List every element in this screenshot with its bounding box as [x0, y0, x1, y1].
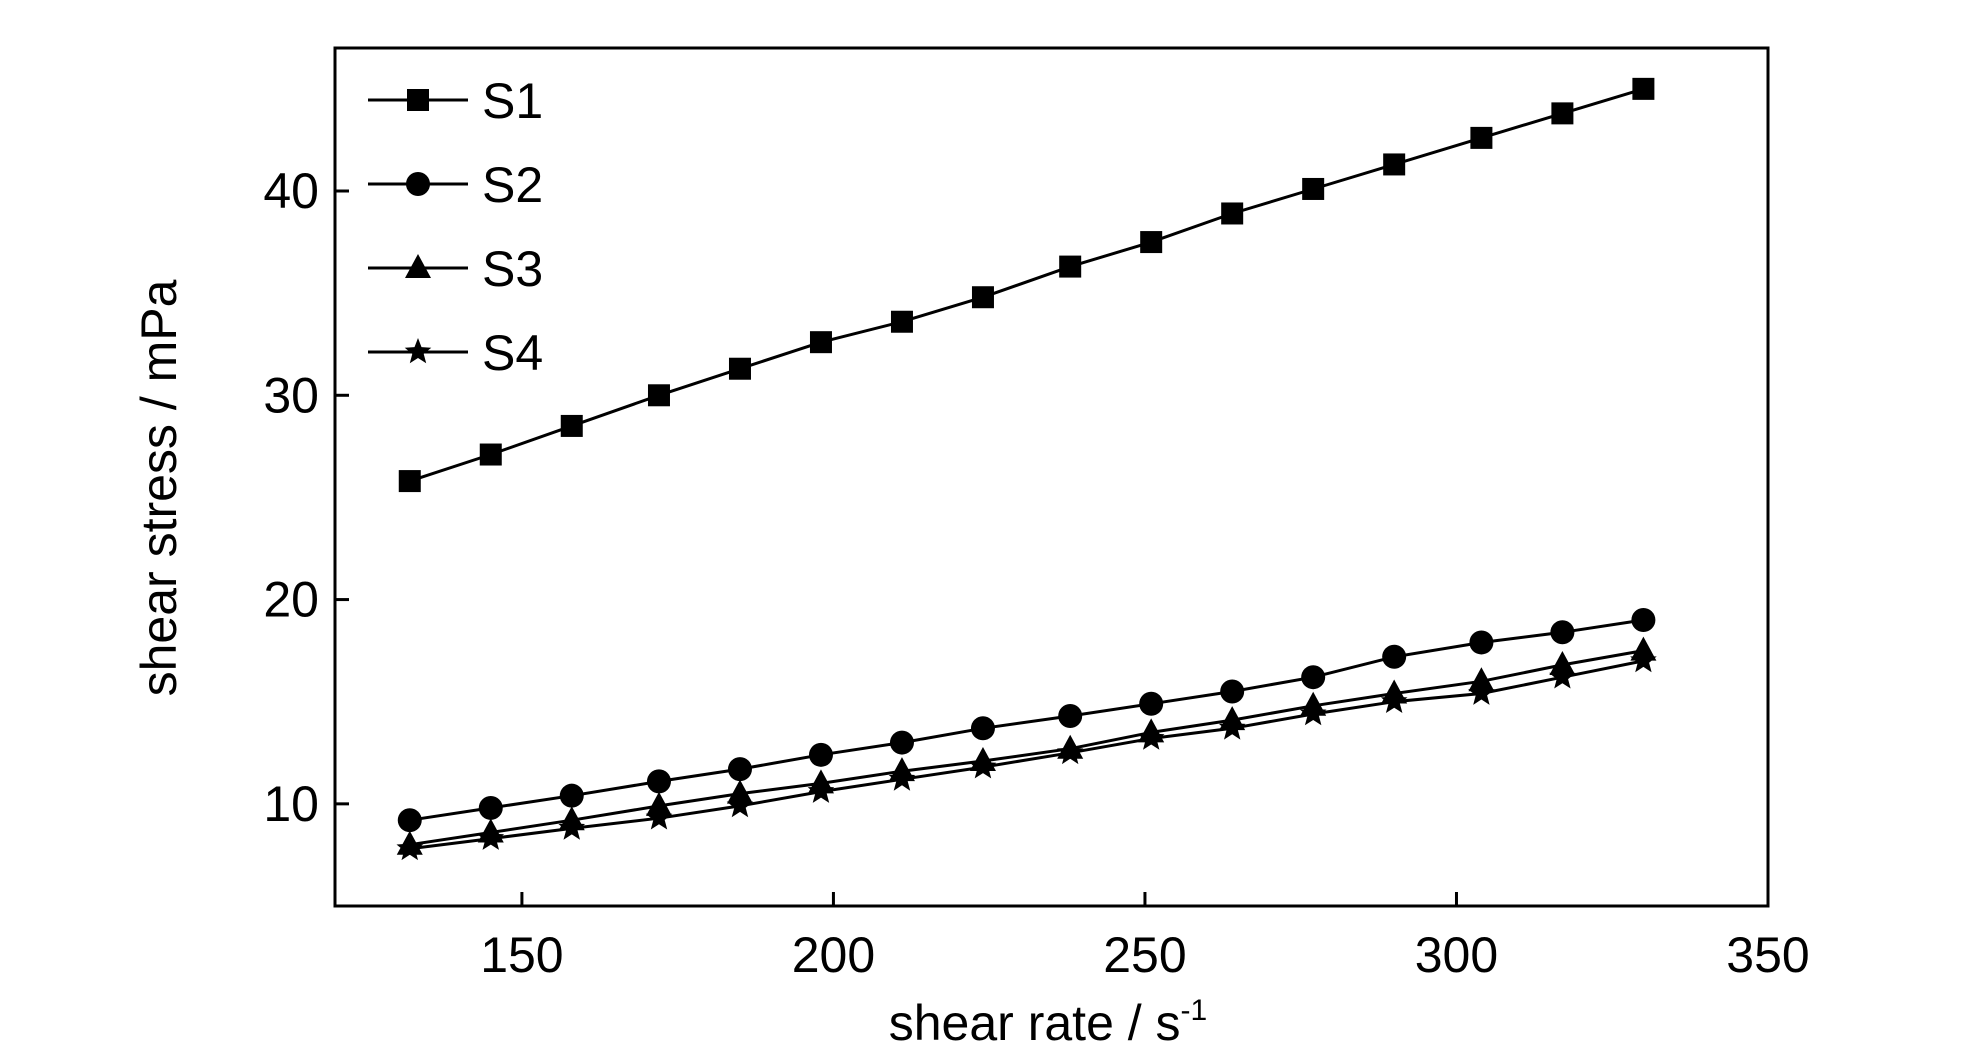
legend: S1 S2 S3 S4 [368, 73, 543, 381]
legend-item-s1: S1 [368, 73, 543, 129]
x-axis-ticks: 150 200 250 300 350 [480, 892, 1810, 983]
legend-label: S1 [482, 73, 543, 129]
data-point-s1 [1383, 153, 1406, 176]
data-point-s4 [558, 814, 586, 840]
data-point-s3 [645, 791, 672, 816]
data-point-s2 [1058, 704, 1083, 729]
legend-marker-circle [406, 172, 430, 196]
data-point-s2 [727, 757, 752, 782]
y-tick-label: 10 [263, 776, 319, 832]
legend-marker-star [404, 338, 432, 364]
data-point-s3 [1549, 650, 1576, 675]
x-tick-label: 200 [792, 927, 875, 983]
y-tick-label: 20 [263, 572, 319, 628]
series-line-s1 [409, 87, 1644, 483]
legend-item-s4: S4 [368, 325, 543, 381]
x-tick-label: 150 [480, 927, 563, 983]
series-line-s2 [409, 618, 1644, 822]
x-tick-label: 350 [1726, 927, 1809, 983]
data-point-s1 [479, 443, 502, 466]
data-point-s1 [728, 357, 751, 380]
data-point-s4 [1468, 679, 1495, 705]
data-point-s2 [1469, 630, 1494, 655]
data-point-s1 [1059, 255, 1082, 278]
data-point-s4 [396, 834, 424, 861]
x-axis-title-text: shear rate / s [889, 995, 1181, 1051]
data-point-s1 [1551, 102, 1574, 125]
y-tick-label: 40 [263, 163, 319, 219]
data-point-s1 [560, 414, 583, 437]
data-point-s3 [1468, 667, 1495, 692]
data-point-s4 [1056, 738, 1084, 765]
data-point-s2 [478, 795, 503, 820]
data-point-s3 [726, 779, 753, 804]
legend-label: S4 [482, 325, 543, 381]
series-line-s3 [409, 649, 1644, 847]
data-point-s4 [1137, 724, 1165, 750]
legend-item-s3: S3 [368, 241, 543, 297]
series-s2 [397, 608, 1656, 833]
y-axis-title: shear stress / mPa [131, 279, 187, 696]
data-point-s2 [1382, 644, 1407, 669]
data-point-s1 [1470, 126, 1493, 149]
plot-frame [333, 46, 1770, 908]
data-point-s4 [726, 791, 754, 818]
data-point-s1 [1302, 177, 1325, 200]
legend-marker-square [407, 89, 429, 111]
series-s3 [396, 636, 1657, 855]
data-point-s2 [559, 783, 584, 808]
y-tick-label: 30 [263, 367, 319, 423]
x-tick-label: 300 [1415, 927, 1498, 983]
data-point-s4 [1549, 663, 1576, 689]
data-point-s2 [889, 730, 914, 755]
data-point-s4 [807, 777, 835, 803]
data-point-s4 [477, 824, 505, 850]
data-point-s2 [970, 716, 995, 741]
legend-label: S2 [482, 157, 543, 213]
series-group [396, 77, 1657, 861]
data-point-s4 [888, 765, 916, 791]
data-point-s2 [1631, 608, 1656, 632]
y-axis-ticks: 10 20 30 40 [263, 163, 349, 832]
x-tick-label: 250 [1103, 927, 1186, 983]
data-point-s2 [1550, 620, 1575, 645]
data-point-s1 [1632, 77, 1655, 100]
data-point-s4 [1218, 714, 1246, 740]
data-point-s1 [890, 310, 913, 333]
series-s4 [396, 646, 1657, 861]
legend-item-s2: S2 [368, 157, 543, 213]
data-point-s1 [809, 331, 832, 354]
data-point-s2 [808, 742, 833, 767]
data-point-s1 [647, 384, 670, 407]
data-point-s4 [1380, 687, 1408, 713]
series-line-s4 [409, 659, 1644, 851]
data-point-s1 [1221, 202, 1244, 225]
data-point-s1 [971, 286, 994, 309]
data-point-s2 [646, 769, 671, 794]
data-point-s2 [1139, 691, 1164, 716]
data-point-s4 [1299, 700, 1327, 726]
legend-label: S3 [482, 241, 543, 297]
data-point-s2 [1220, 679, 1245, 704]
data-point-s1 [398, 470, 421, 493]
legend-marker-triangle [405, 254, 431, 278]
data-point-s2 [1301, 665, 1326, 690]
x-axis-title-superscript: -1 [1181, 994, 1208, 1027]
data-point-s4 [969, 753, 997, 779]
series-s1 [398, 77, 1655, 493]
data-point-s4 [1630, 646, 1657, 673]
plot-area-border [333, 46, 1770, 908]
x-axis-title: shear rate / s-1 [889, 994, 1207, 1051]
data-point-s2 [397, 808, 422, 833]
data-point-s1 [1140, 231, 1163, 254]
data-point-s4 [645, 804, 673, 830]
